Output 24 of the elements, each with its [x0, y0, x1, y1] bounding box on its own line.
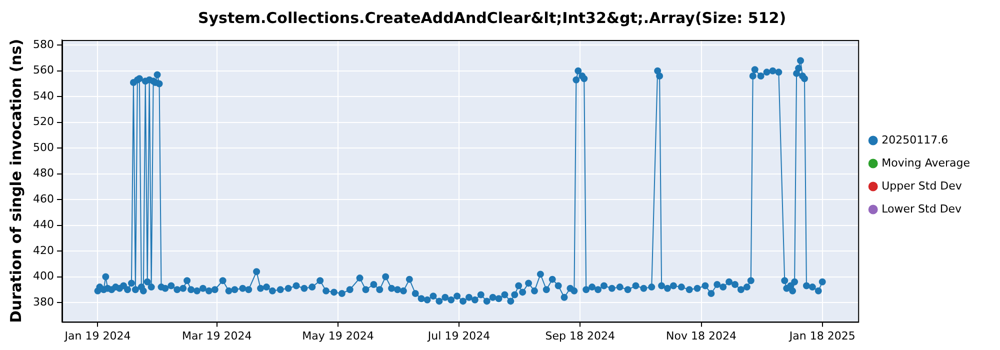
y-tick-label: 580 [32, 38, 54, 52]
x-tick-label: Mar 19 2024 [182, 329, 252, 342]
y-tick-label: 520 [32, 115, 54, 128]
legend-label: Lower Std Dev [882, 202, 962, 216]
legend-label: Upper Std Dev [882, 179, 962, 192]
y-tick-label: 460 [32, 192, 54, 206]
legend-label: 20250117.6 [882, 133, 948, 146]
y-tick-label: 440 [32, 218, 54, 232]
x-tick-label: May 19 2024 [302, 329, 374, 342]
x-tick-label: Jul 19 2024 [426, 329, 490, 342]
legend-label: Moving Average [882, 156, 970, 170]
y-tick-label: 400 [32, 270, 54, 283]
y-tick-label: 560 [32, 64, 54, 77]
y-tick-label: 540 [32, 89, 54, 102]
y-tick-label: 380 [32, 295, 54, 308]
x-tick-label: Jan 19 2024 [64, 329, 131, 342]
x-tick-label: Nov 18 2024 [666, 329, 736, 342]
chart-title: System.Collections.CreateAddAndClear&lt;Int32&gt;.Array(Size: 512) [198, 8, 786, 27]
y-tick-label: 500 [32, 140, 54, 154]
y-axis-title: Duration of single invocation (ns) [6, 38, 25, 323]
x-tick-label: Jan 18 2025 [788, 329, 856, 342]
y-tick-label: 420 [32, 244, 54, 257]
x-tick-label: Sep 18 2024 [545, 329, 616, 342]
y-tick-label: 480 [32, 166, 54, 180]
